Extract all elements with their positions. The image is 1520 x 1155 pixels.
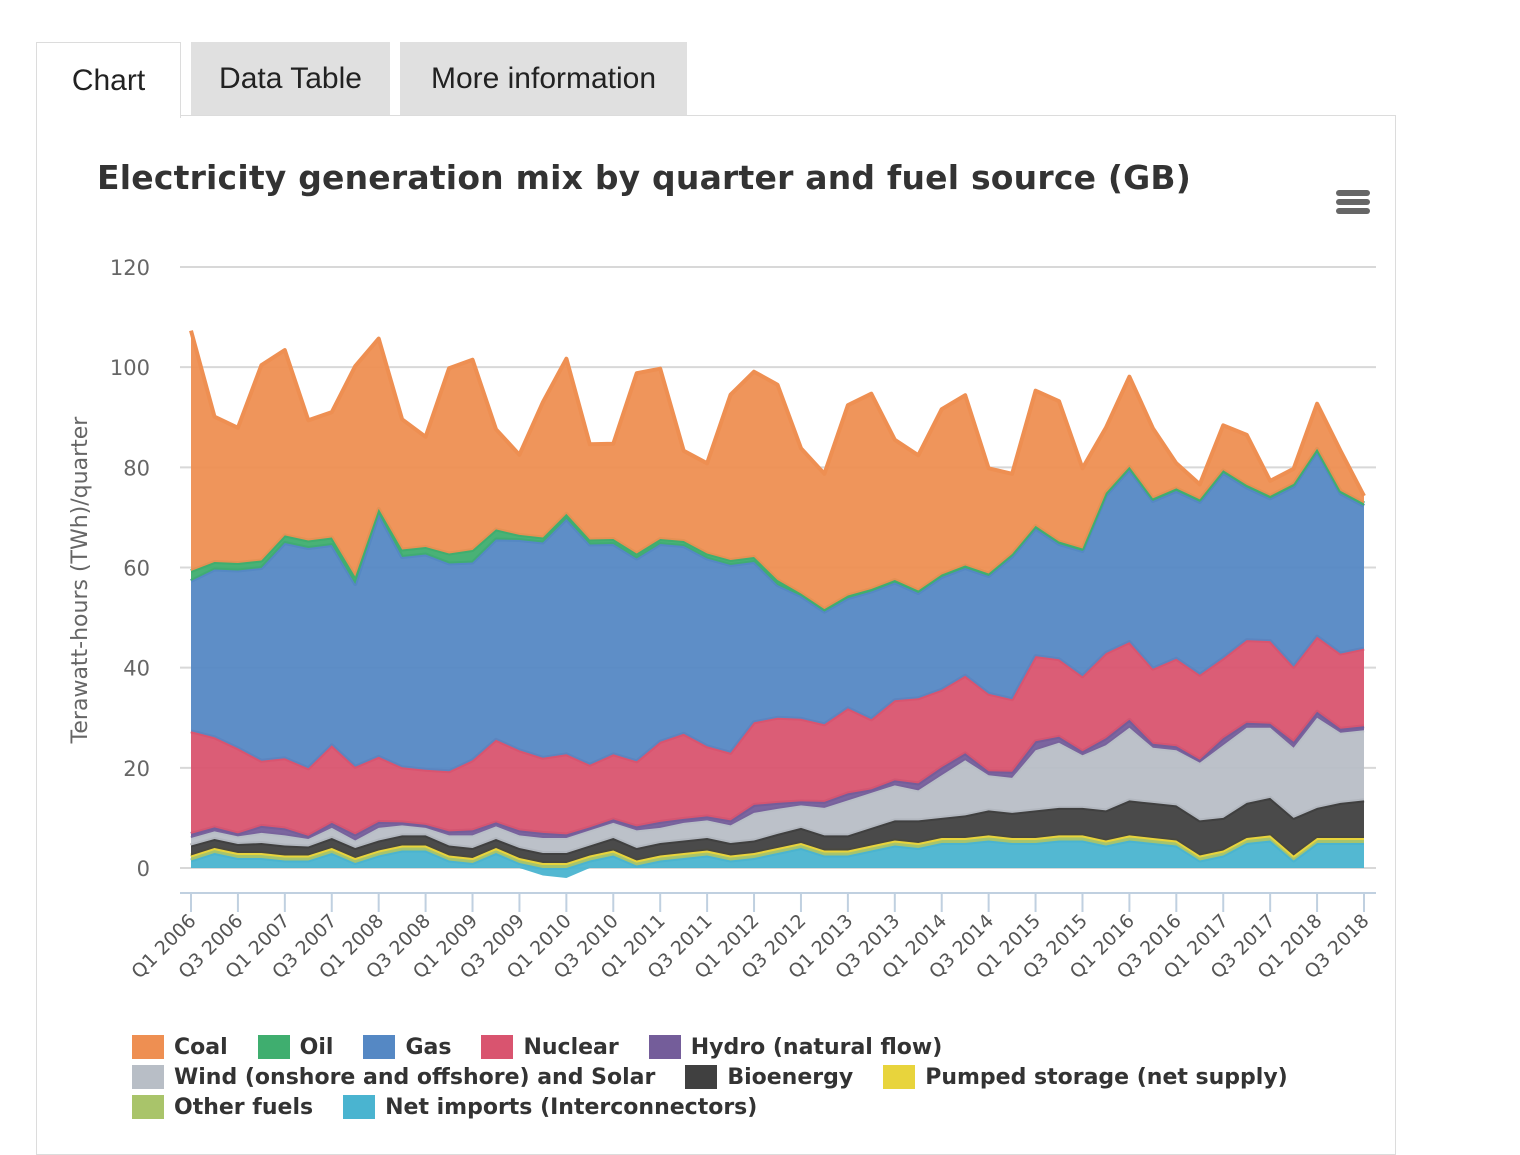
legend-swatch: [257, 1035, 290, 1059]
y-tick-label: 0: [137, 857, 150, 881]
legend-item[interactable]: Coal: [132, 1035, 228, 1060]
legend-swatch: [481, 1035, 514, 1059]
legend-item[interactable]: Bioenergy: [685, 1065, 853, 1090]
legend-item[interactable]: Oil: [257, 1034, 334, 1060]
tab-bar: Chart Data Table More information: [36, 42, 687, 118]
chart-legend: Coal Oil Gas Nuclear Hydro (natural flow) Win…: [132, 1032, 1332, 1122]
legend-label: Nuclear: [523, 1034, 619, 1060]
chart-context-menu-button[interactable]: [1336, 190, 1372, 220]
legend-label: Gas: [405, 1034, 452, 1060]
y-tick-label: 80: [123, 456, 150, 480]
tab-data-table[interactable]: Data Table: [191, 42, 390, 116]
legend-swatch: [132, 1035, 164, 1059]
legend-row: Wind (onshore and offshore) and Solar Bio…: [132, 1062, 1332, 1092]
legend-row: Coal Oil Gas Nuclear Hydro (natural flow): [132, 1032, 1332, 1062]
hamburger-menu-icon-bar: [1336, 208, 1370, 214]
legend-label: Wind (onshore and offshore) and Solar: [174, 1064, 656, 1090]
legend-swatch: [685, 1065, 718, 1089]
series-areas: [189, 330, 1366, 879]
legend-label: Pumped storage (net supply): [925, 1064, 1288, 1090]
legend-item[interactable]: Hydro (natural flow): [648, 1034, 943, 1060]
hamburger-menu-icon: [1336, 190, 1370, 196]
legend-swatch: [132, 1095, 164, 1119]
area-gas[interactable]: [191, 451, 1364, 772]
area-wind-onshore-and-offshore-and-solar[interactable]: [191, 717, 1364, 853]
area-other-fuels[interactable]: [191, 836, 1364, 868]
area-net-imports-interconnectors[interactable]: [191, 840, 1364, 879]
line-coal: [189, 330, 1366, 497]
legend-item[interactable]: Nuclear: [481, 1034, 619, 1060]
legend-label: Coal: [174, 1034, 228, 1060]
y-tick-label: 20: [123, 757, 150, 781]
legend-item[interactable]: Wind (onshore and offshore) and Solar: [132, 1065, 655, 1090]
legend-swatch: [648, 1035, 681, 1059]
legend-swatch: [132, 1065, 164, 1089]
legend-swatch: [363, 1035, 396, 1059]
legend-item[interactable]: Gas: [363, 1035, 451, 1060]
legend-label: Hydro (natural flow): [690, 1034, 943, 1060]
legend-row: Other fuels Net imports (Interconnectors): [132, 1092, 1332, 1122]
legend-item[interactable]: Net imports (Interconnectors): [343, 1095, 757, 1120]
legend-label: Bioenergy: [727, 1064, 854, 1090]
legend-label: Net imports (Interconnectors): [385, 1094, 758, 1120]
y-tick-label: 120: [110, 256, 150, 280]
legend-swatch: [883, 1065, 916, 1089]
area-nuclear[interactable]: [191, 636, 1364, 836]
tab-more-information[interactable]: More information: [400, 42, 687, 116]
hamburger-menu-icon-bar: [1336, 199, 1370, 205]
legend-label: Oil: [299, 1034, 334, 1060]
y-tick-label: 40: [123, 657, 150, 681]
chart-title: Electricity generation mix by quarter an…: [97, 158, 1192, 197]
tab-chart[interactable]: Chart: [36, 42, 181, 118]
area-bioenergy[interactable]: [191, 797, 1364, 863]
y-axis: 0 20 40 60 80 100 120: [110, 256, 150, 881]
y-tick-label: 100: [110, 356, 150, 380]
y-axis-title: Terawatt-hours (TWh)/quarter: [68, 416, 93, 745]
y-tick-label: 60: [123, 557, 150, 581]
legend-item[interactable]: Other fuels: [132, 1095, 313, 1120]
legend-item[interactable]: Pumped storage (net supply): [883, 1065, 1288, 1090]
legend-label: Other fuels: [174, 1094, 314, 1120]
legend-swatch: [343, 1095, 376, 1119]
